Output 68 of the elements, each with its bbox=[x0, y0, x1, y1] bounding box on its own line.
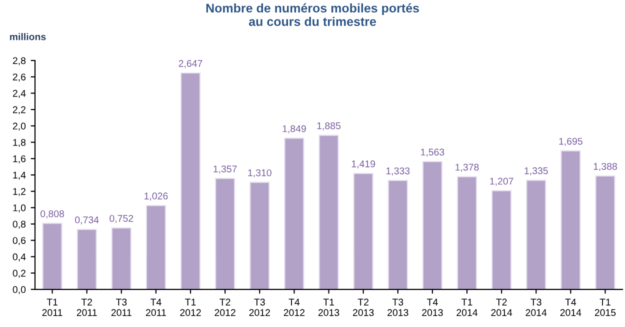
x-tick-label: T3 2013 bbox=[388, 298, 408, 316]
data-label: 1,849 bbox=[282, 125, 306, 134]
x-tick-label: T1 2014 bbox=[456, 298, 478, 316]
bar bbox=[76, 228, 97, 290]
bar bbox=[318, 134, 339, 290]
x-tick-label: T1 2013 bbox=[318, 298, 340, 316]
chart-title: Nombre de numéros mobiles portés au cours du trimestre bbox=[206, 3, 419, 26]
x-tick-label: T3 2011 bbox=[111, 298, 132, 316]
x-tick-label: T2 2014 bbox=[491, 298, 512, 316]
bar bbox=[180, 72, 201, 290]
y-tick-label: 1,6 bbox=[13, 155, 26, 164]
x-tick-label: T4 2012 bbox=[284, 298, 305, 316]
bar bbox=[353, 172, 374, 290]
y-tick-label: 2,0 bbox=[12, 122, 26, 131]
data-label: 1,695 bbox=[559, 138, 582, 146]
data-label: 1,563 bbox=[421, 148, 444, 157]
data-label: 1,419 bbox=[352, 160, 376, 168]
bar bbox=[456, 176, 478, 290]
bar bbox=[422, 161, 442, 290]
bar bbox=[491, 190, 512, 290]
data-label: 1,378 bbox=[456, 164, 479, 172]
y-tick-label: 1,4 bbox=[13, 172, 26, 180]
data-label: 0,752 bbox=[110, 214, 134, 223]
y-tick-label: 1,2 bbox=[13, 188, 26, 196]
x-tick-label: T4 2011 bbox=[146, 298, 166, 316]
x-tick-label: T2 2012 bbox=[214, 298, 236, 316]
y-tick-label: 2,2 bbox=[12, 106, 26, 114]
data-label: 1,335 bbox=[524, 167, 548, 176]
x-tick-label: T1 2015 bbox=[594, 298, 616, 316]
bar bbox=[146, 204, 166, 290]
data-label: 1,026 bbox=[144, 192, 168, 201]
data-label: 1,310 bbox=[248, 169, 272, 178]
bar bbox=[250, 182, 270, 290]
bar bbox=[526, 180, 546, 290]
bar bbox=[595, 175, 616, 290]
data-label: 0,734 bbox=[75, 216, 99, 224]
y-tick-label: 2,8 bbox=[12, 57, 26, 66]
y-tick-label: 2,4 bbox=[12, 90, 26, 98]
data-label: 0,808 bbox=[40, 210, 64, 218]
data-label: 1,885 bbox=[317, 122, 341, 130]
data-label: 1,207 bbox=[490, 178, 514, 186]
y-tick-label: 0,0 bbox=[12, 286, 26, 294]
x-tick-label: T2 2013 bbox=[352, 298, 374, 316]
x-tick-label: T2 2011 bbox=[76, 298, 97, 316]
x-tick-label: T1 2012 bbox=[180, 298, 201, 316]
y-tick-label: 0,8 bbox=[12, 220, 26, 229]
data-label: 1,357 bbox=[214, 165, 237, 174]
x-tick-label: T3 2014 bbox=[526, 298, 547, 316]
bar bbox=[284, 138, 304, 290]
y-tick-label: 1,0 bbox=[13, 204, 26, 212]
data-label: 1,333 bbox=[386, 167, 410, 176]
x-tick-label: T3 2012 bbox=[249, 298, 270, 316]
y-tick-label: 0,4 bbox=[12, 253, 26, 262]
y-tick-label: 2,6 bbox=[12, 74, 26, 82]
bar bbox=[215, 178, 236, 290]
y-axis-title: millions bbox=[10, 33, 46, 40]
y-tick-label: 0,2 bbox=[12, 270, 26, 278]
x-tick-label: T4 2013 bbox=[422, 298, 443, 316]
bar bbox=[388, 180, 408, 290]
bar bbox=[560, 150, 581, 290]
data-label: 2,647 bbox=[178, 60, 202, 68]
x-tick-label: T1 2011 bbox=[42, 298, 62, 316]
y-tick-label: 0,6 bbox=[12, 237, 26, 246]
y-tick-label: 1,8 bbox=[13, 138, 26, 148]
x-tick-label: T4 2014 bbox=[560, 298, 582, 316]
data-label: 1,388 bbox=[594, 162, 617, 171]
bar bbox=[111, 227, 132, 290]
bar bbox=[42, 222, 62, 290]
